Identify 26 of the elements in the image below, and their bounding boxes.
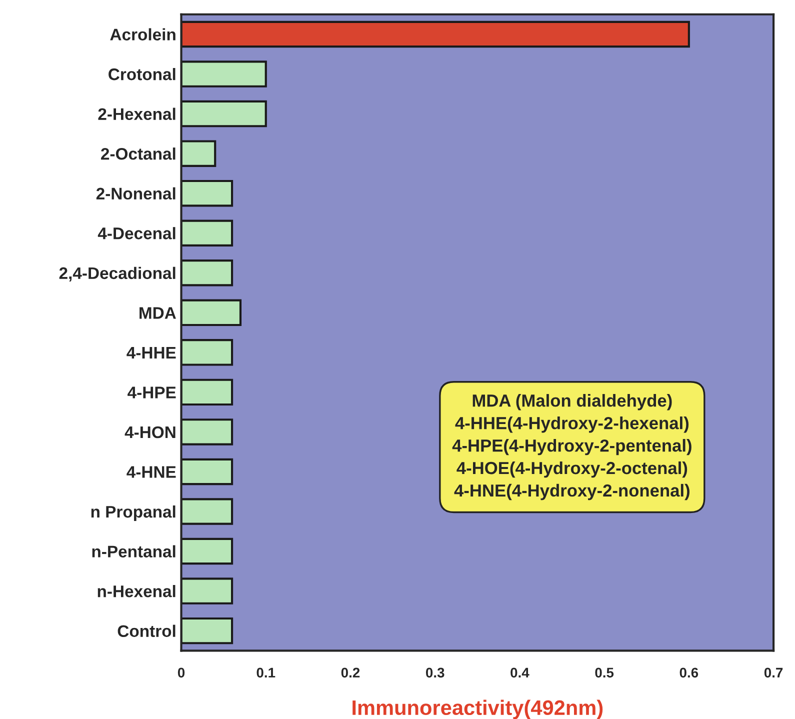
x-tick-label: 0.4 xyxy=(510,668,530,678)
x-tick-label: 0.3 xyxy=(426,668,444,678)
x-tick-label: 0.7 xyxy=(764,668,783,678)
y-tick-label: 2-Octanal xyxy=(101,148,176,160)
y-tick-label: 4-HPE xyxy=(128,386,176,398)
y-tick-label: 4-HHE xyxy=(126,346,176,358)
y-tick-label: 2-Nonenal xyxy=(96,187,176,200)
x-tick-label: 0.6 xyxy=(680,668,698,678)
x-tick-label: 0.2 xyxy=(341,668,360,678)
y-tick-label: Control xyxy=(118,624,176,638)
x-tick-label: 0.1 xyxy=(256,668,276,678)
x-axis-title: Immunoreactivity(492nm) xyxy=(352,700,603,719)
y-tick-label: Crotonal xyxy=(108,68,176,80)
annotation: MDA (Malon dialdehyde) 4-HHE(4-Hydroxy-2-hexenal) 4-HPE(4-Hydroxy-2-pentenal) 4-HOE(4-Hydroxy-2-octenal) 4-HNE(4-Hydroxy-2-nonenal) xyxy=(452,394,692,500)
y-tick-label: n-Hexenal xyxy=(98,585,176,598)
y-tick-label: 2-Hexenal xyxy=(98,108,176,120)
y-tick-label: n Propanal xyxy=(91,505,176,521)
x-tick-label: 0 xyxy=(178,668,185,678)
y-tick-label: 2,4-Decadional xyxy=(59,266,176,282)
y-tick-label: MDA xyxy=(140,307,176,319)
y-tick-label: 4-Decenal xyxy=(98,227,176,240)
y-tick-label: Acrolein xyxy=(110,28,176,40)
x-tick-label: 0.5 xyxy=(595,668,614,678)
y-tick-label: 4-HON xyxy=(124,426,176,438)
y-tick-label: 4-HNE xyxy=(126,466,176,478)
y-tick-label: n-Pentanal xyxy=(92,545,176,558)
